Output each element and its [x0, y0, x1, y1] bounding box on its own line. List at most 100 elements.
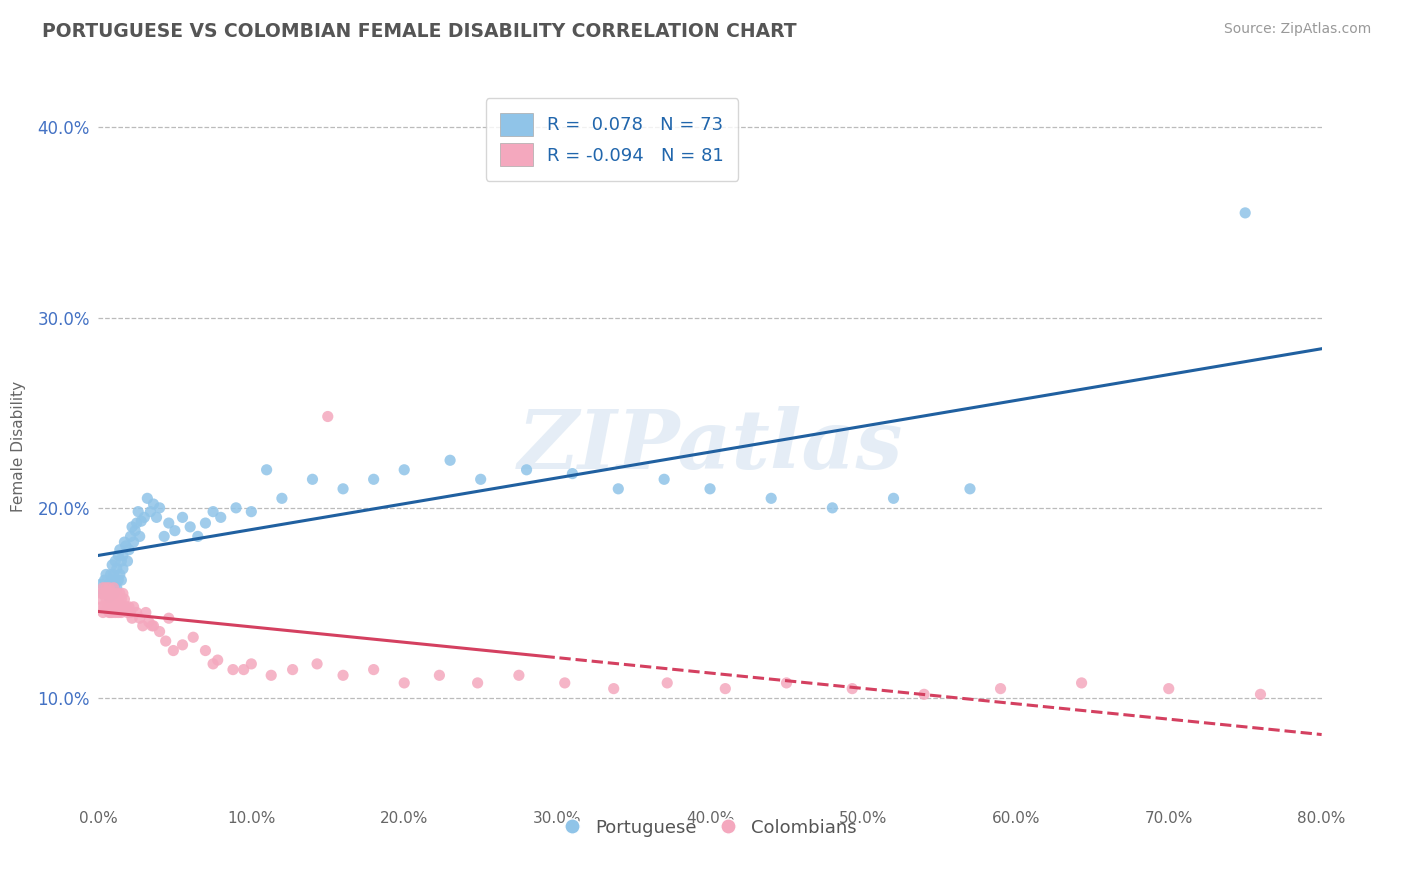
Point	[121, 611, 143, 625]
Point	[94, 567, 117, 582]
Point	[104, 592, 127, 607]
Point	[270, 491, 292, 506]
Point	[117, 606, 139, 620]
Point	[110, 592, 132, 607]
Point	[332, 482, 354, 496]
Point	[110, 573, 132, 587]
Point	[759, 491, 782, 506]
Point	[107, 606, 129, 620]
Point	[118, 599, 141, 614]
Point	[127, 505, 149, 519]
Point	[139, 505, 162, 519]
Point	[202, 657, 225, 671]
Point	[135, 606, 157, 620]
Point	[153, 529, 176, 543]
Point	[232, 663, 254, 677]
Point	[222, 663, 245, 677]
Point	[225, 500, 247, 515]
Point	[240, 657, 263, 671]
Point	[256, 463, 278, 477]
Point	[91, 581, 114, 595]
Point	[112, 592, 135, 607]
Point	[142, 619, 165, 633]
Point	[714, 681, 737, 696]
Point	[657, 676, 679, 690]
Point	[93, 573, 115, 587]
Point	[120, 606, 142, 620]
Point	[470, 472, 492, 486]
Point	[775, 676, 797, 690]
Point	[429, 668, 451, 682]
Point	[240, 505, 263, 519]
Point	[90, 586, 112, 600]
Point	[561, 467, 583, 481]
Point	[392, 676, 416, 690]
Point	[108, 542, 131, 557]
Point	[103, 586, 125, 600]
Point	[93, 586, 115, 600]
Point	[172, 510, 194, 524]
Point	[94, 586, 117, 600]
Point	[122, 599, 145, 614]
Point	[134, 510, 156, 524]
Point	[467, 676, 489, 690]
Point	[363, 472, 385, 486]
Point	[97, 581, 120, 595]
Point	[98, 596, 121, 610]
Point	[94, 592, 117, 607]
Point	[100, 586, 122, 600]
Point	[128, 529, 150, 543]
Point	[132, 619, 155, 633]
Point	[699, 482, 721, 496]
Point	[108, 567, 131, 582]
Point	[101, 592, 124, 607]
Point	[1157, 681, 1180, 696]
Point	[89, 592, 111, 607]
Point	[821, 500, 844, 515]
Point	[100, 599, 122, 614]
Point	[94, 581, 117, 595]
Point	[149, 624, 172, 639]
Point	[98, 591, 121, 605]
Point	[115, 539, 138, 553]
Point	[1234, 206, 1257, 220]
Point	[281, 663, 304, 677]
Point	[602, 681, 624, 696]
Point	[209, 510, 232, 524]
Point	[363, 663, 385, 677]
Point	[105, 586, 128, 600]
Point	[98, 577, 121, 591]
Point	[607, 482, 630, 496]
Point	[912, 687, 935, 701]
Point	[98, 606, 121, 620]
Point	[125, 606, 148, 620]
Point	[145, 510, 167, 524]
Point	[97, 599, 120, 614]
Point	[104, 554, 127, 568]
Point	[121, 520, 143, 534]
Point	[90, 599, 112, 614]
Point	[157, 516, 180, 530]
Point	[108, 586, 131, 600]
Point	[149, 500, 172, 515]
Point	[202, 505, 225, 519]
Point	[115, 599, 138, 614]
Point	[155, 634, 177, 648]
Point	[439, 453, 461, 467]
Point	[111, 586, 134, 600]
Point	[111, 549, 134, 563]
Point	[108, 599, 131, 614]
Point	[307, 657, 329, 671]
Point	[97, 586, 120, 600]
Point	[100, 606, 122, 620]
Point	[101, 558, 124, 572]
Point	[117, 554, 139, 568]
Point	[990, 681, 1012, 696]
Point	[128, 611, 150, 625]
Point	[93, 599, 115, 614]
Point	[959, 482, 981, 496]
Point	[181, 630, 204, 644]
Point	[90, 577, 112, 591]
Point	[100, 581, 122, 595]
Point	[157, 611, 180, 625]
